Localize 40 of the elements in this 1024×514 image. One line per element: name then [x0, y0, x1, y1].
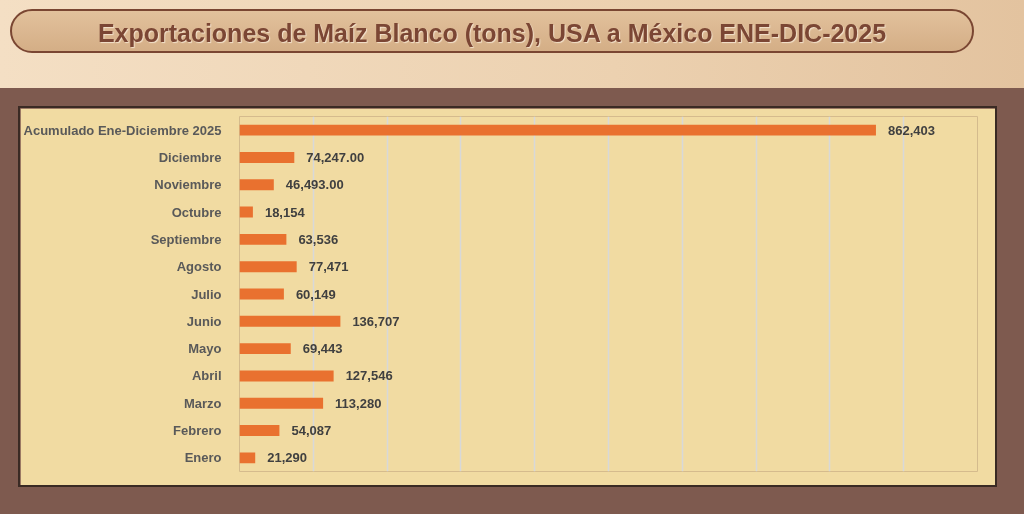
data-label: 77,471 [308, 259, 349, 275]
bar [239, 288, 284, 300]
y-tick-label: Septiembre [150, 231, 222, 247]
data-label: 60,149 [295, 286, 336, 302]
bar [239, 206, 253, 218]
y-tick-label: Marzo [183, 395, 222, 411]
y-tick-label: Acumulado Ene-Diciembre 2025 [23, 122, 222, 138]
data-label: 862,403 [887, 122, 935, 138]
data-label: 54,087 [291, 423, 332, 439]
data-label: 113,280 [335, 395, 382, 411]
bar [239, 124, 876, 136]
data-label: 127,546 [345, 368, 393, 384]
bar [239, 452, 256, 464]
data-label: 18,154 [264, 204, 306, 220]
chart-title: Exportaciones de Maíz Blanco (tons), USA a México ENE-DIC-2025 [10, 9, 974, 53]
y-tick-label: Junio [186, 313, 222, 329]
bar [239, 179, 274, 191]
bar [239, 425, 280, 436]
data-label: 63,536 [298, 231, 339, 247]
bar [239, 397, 324, 409]
y-tick-label: Noviembre [154, 177, 222, 193]
y-tick-label: Mayo [188, 341, 222, 357]
bar [239, 315, 341, 327]
bar [239, 233, 287, 245]
data-label: 46,493.00 [285, 177, 344, 193]
bar [239, 261, 297, 273]
y-tick-label: Enero [184, 450, 222, 466]
y-tick-label: Octubre [171, 204, 222, 220]
y-tick-label: Julio [191, 286, 222, 302]
data-label: 21,290 [267, 450, 307, 466]
data-label: 74,247.00 [306, 149, 365, 165]
bar [239, 152, 295, 163]
data-label: 136,707 [352, 313, 400, 329]
bar [239, 343, 291, 355]
y-tick-label: Abril [191, 368, 222, 384]
data-label: 69,443 [302, 341, 343, 357]
y-tick-label: Febrero [173, 423, 222, 439]
bar [239, 370, 334, 382]
y-tick-label: Diciembre [158, 149, 222, 165]
y-tick-label: Agosto [176, 259, 222, 275]
